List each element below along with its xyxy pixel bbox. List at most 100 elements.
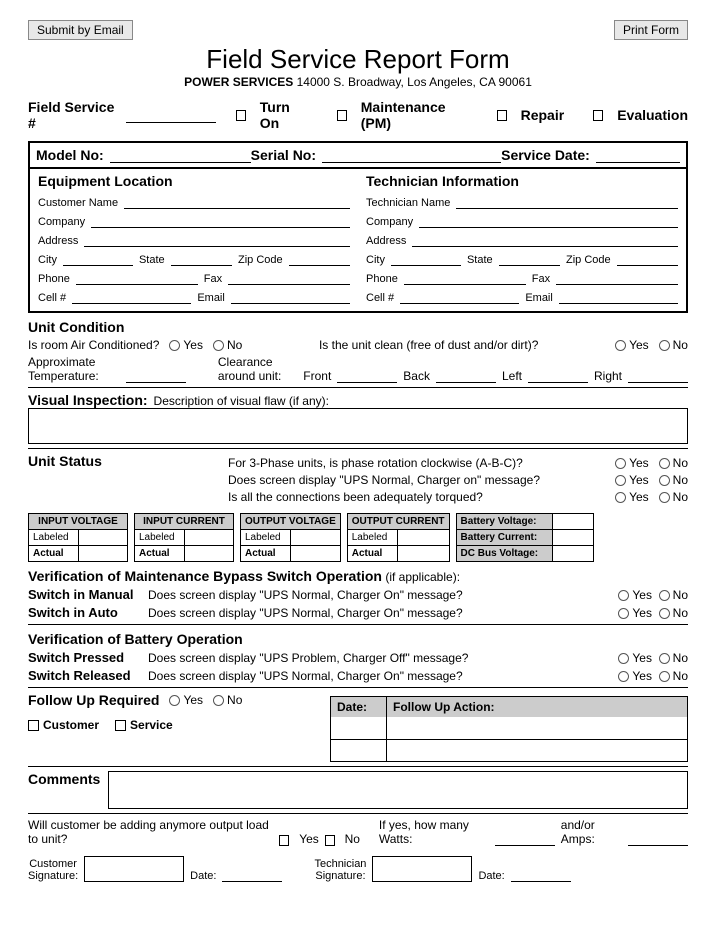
tech-address-input[interactable] bbox=[412, 231, 678, 247]
ac-no-radio[interactable] bbox=[213, 340, 224, 351]
iv-actual-input[interactable] bbox=[79, 546, 127, 561]
main-info-box: Model No: Serial No: Service Date: Equip… bbox=[28, 141, 688, 313]
watts-input[interactable] bbox=[495, 830, 555, 846]
state-label: State bbox=[139, 254, 165, 266]
load-no-cb[interactable] bbox=[325, 835, 335, 846]
dc-input[interactable] bbox=[553, 546, 593, 561]
load-yes-cb[interactable] bbox=[279, 835, 289, 846]
ac-yes-radio[interactable] bbox=[169, 340, 180, 351]
iv-labeled-input[interactable] bbox=[79, 530, 127, 545]
followup-no[interactable] bbox=[213, 695, 224, 706]
tech-date-input[interactable] bbox=[511, 866, 571, 882]
bv-input[interactable] bbox=[553, 514, 593, 529]
state-input[interactable] bbox=[171, 250, 232, 266]
q1-yes[interactable] bbox=[615, 458, 626, 469]
fu-action-2[interactable] bbox=[387, 740, 687, 761]
date-header: Date: bbox=[331, 697, 387, 717]
serial-input[interactable] bbox=[322, 147, 501, 163]
tech-state-input[interactable] bbox=[499, 250, 560, 266]
service-cb[interactable] bbox=[115, 720, 126, 731]
battery-title: Verification of Battery Operation bbox=[28, 631, 688, 647]
temp-input[interactable] bbox=[126, 367, 186, 383]
q1-no[interactable] bbox=[659, 458, 670, 469]
followup-yes[interactable] bbox=[169, 695, 180, 706]
tech-address-label: Address bbox=[366, 235, 406, 247]
auto-no[interactable] bbox=[659, 608, 670, 619]
iv-header: INPUT VOLTAGE bbox=[29, 514, 127, 530]
fax-input[interactable] bbox=[228, 269, 350, 285]
tech-city-input[interactable] bbox=[391, 250, 461, 266]
cust-sig-input[interactable] bbox=[84, 856, 184, 882]
tech-company-input[interactable] bbox=[419, 212, 678, 228]
email-input[interactable] bbox=[231, 288, 350, 304]
evaluation-checkbox[interactable] bbox=[593, 110, 603, 121]
maintenance-checkbox[interactable] bbox=[337, 110, 347, 121]
city-input[interactable] bbox=[63, 250, 133, 266]
turn-on-checkbox[interactable] bbox=[236, 110, 246, 121]
tech-name-input[interactable] bbox=[456, 193, 678, 209]
bypass-title: Verification of Maintenance Bypass Switc… bbox=[28, 568, 382, 584]
tech-sig-input[interactable] bbox=[372, 856, 472, 882]
q2-yes[interactable] bbox=[615, 475, 626, 486]
auto-yes[interactable] bbox=[618, 608, 629, 619]
address-input[interactable] bbox=[84, 231, 350, 247]
tech-fax-input[interactable] bbox=[556, 269, 678, 285]
customer-name-input[interactable] bbox=[124, 193, 350, 209]
manual-no[interactable] bbox=[659, 590, 670, 601]
clean-no-radio[interactable] bbox=[659, 340, 670, 351]
visual-textarea[interactable] bbox=[28, 408, 688, 444]
q2-no[interactable] bbox=[659, 475, 670, 486]
back-input[interactable] bbox=[436, 367, 496, 383]
followup-table: Date:Follow Up Action: bbox=[330, 696, 688, 762]
customer-cb[interactable] bbox=[28, 720, 39, 731]
address-label: Address bbox=[38, 235, 78, 247]
q3-yes[interactable] bbox=[615, 492, 626, 503]
ic-labeled-input[interactable] bbox=[185, 530, 233, 545]
front-input[interactable] bbox=[337, 367, 397, 383]
repair-checkbox[interactable] bbox=[497, 110, 507, 121]
right-input[interactable] bbox=[628, 367, 688, 383]
auto-q: Does screen display "UPS Normal, Charger… bbox=[148, 606, 618, 620]
amps-input[interactable] bbox=[628, 830, 688, 846]
evaluation-label: Evaluation bbox=[617, 107, 688, 123]
back-label: Back bbox=[403, 369, 430, 383]
q3-no[interactable] bbox=[659, 492, 670, 503]
print-button[interactable]: Print Form bbox=[614, 20, 688, 40]
submit-button[interactable]: Submit by Email bbox=[28, 20, 133, 40]
clean-yes-radio[interactable] bbox=[615, 340, 626, 351]
cell-input[interactable] bbox=[72, 288, 191, 304]
bc-input[interactable] bbox=[553, 530, 593, 545]
ov-actual-input[interactable] bbox=[291, 546, 339, 561]
cust-date-input[interactable] bbox=[222, 866, 282, 882]
manual-yes[interactable] bbox=[618, 590, 629, 601]
battery-table: Battery Voltage: Battery Current: DC Bus… bbox=[456, 513, 594, 562]
service-date-input[interactable] bbox=[596, 147, 680, 163]
ic-actual-input[interactable] bbox=[185, 546, 233, 561]
tech-zip-input[interactable] bbox=[617, 250, 678, 266]
auto-label: Switch in Auto bbox=[28, 605, 148, 620]
pressed-no[interactable] bbox=[659, 653, 670, 664]
fu-date-2[interactable] bbox=[331, 740, 387, 761]
tech-phone-input[interactable] bbox=[404, 269, 526, 285]
tech-company-label: Company bbox=[366, 216, 413, 228]
pressed-yes[interactable] bbox=[618, 653, 629, 664]
comments-textarea[interactable] bbox=[108, 771, 688, 809]
oc-labeled-input[interactable] bbox=[398, 530, 446, 545]
model-input[interactable] bbox=[110, 147, 251, 163]
tech-email-input[interactable] bbox=[559, 288, 678, 304]
status-q1: For 3-Phase units, is phase rotation clo… bbox=[228, 456, 523, 470]
zip-input[interactable] bbox=[289, 250, 350, 266]
ov-labeled-input[interactable] bbox=[291, 530, 339, 545]
company-input[interactable] bbox=[91, 212, 350, 228]
fu-action-1[interactable] bbox=[387, 717, 687, 739]
fu-date-1[interactable] bbox=[331, 717, 387, 739]
oc-actual-input[interactable] bbox=[398, 546, 446, 561]
phone-input[interactable] bbox=[76, 269, 198, 285]
tech-cell-input[interactable] bbox=[400, 288, 519, 304]
left-input[interactable] bbox=[528, 367, 588, 383]
pressed-label: Switch Pressed bbox=[28, 650, 148, 665]
service-number-input[interactable] bbox=[126, 107, 216, 123]
released-yes[interactable] bbox=[618, 671, 629, 682]
output-voltage-table: OUTPUT VOLTAGE Labeled Actual bbox=[240, 513, 341, 562]
released-no[interactable] bbox=[659, 671, 670, 682]
